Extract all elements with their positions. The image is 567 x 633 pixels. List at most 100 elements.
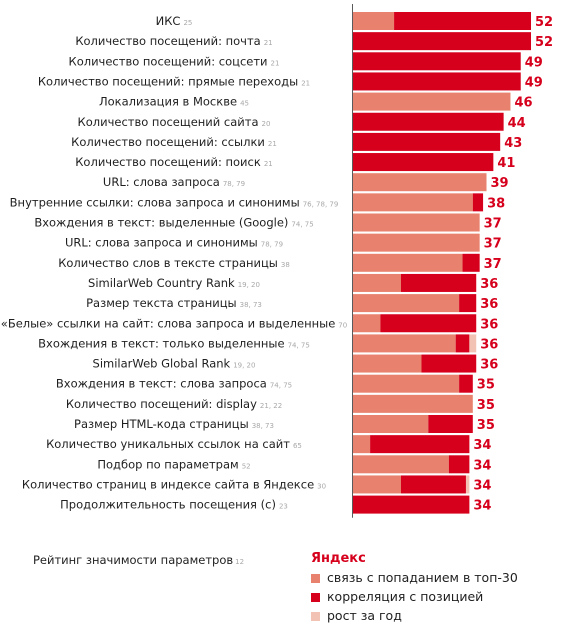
bar-link-21 bbox=[353, 435, 371, 454]
row-label-ref: 19, 20 bbox=[238, 281, 260, 289]
row-label-text: Количество посещений: соцсети bbox=[69, 54, 268, 68]
row-label-16: Вхождения в текст: только выделенные 74, … bbox=[38, 336, 310, 350]
row-label-ref: 25 bbox=[183, 19, 192, 27]
row-label-13: SimilarWeb Country Rank 19, 20 bbox=[88, 276, 260, 290]
bar-link-9 bbox=[353, 193, 473, 212]
row-label-text: Подбор по параметрам bbox=[97, 457, 238, 471]
bar-corr-16 bbox=[455, 334, 470, 353]
row-label-text: Размер текста страницы bbox=[86, 296, 237, 310]
legend-item-link: связь с попаданием в топ-30 bbox=[311, 568, 518, 587]
bar-link-15 bbox=[353, 314, 381, 333]
row-label-text: SimilarWeb Country Rank bbox=[88, 276, 235, 290]
bar-corr-17 bbox=[421, 354, 477, 373]
bar-corr-14 bbox=[459, 294, 477, 313]
bar-growth-23 bbox=[465, 475, 470, 494]
legend-swatch-growth bbox=[311, 612, 320, 621]
row-label-ref: 74, 75 bbox=[270, 382, 292, 390]
value-label-5: 44 bbox=[508, 116, 526, 131]
row-label-text: URL: слова запроса и синонимы bbox=[65, 236, 258, 250]
value-label-14: 36 bbox=[480, 297, 498, 312]
row-label-4: Локализация в Москве 45 bbox=[99, 95, 249, 109]
bar-link-17 bbox=[353, 354, 422, 373]
bar-corr-12 bbox=[462, 253, 480, 272]
row-label-24: Продолжительность посещения (с) 23 bbox=[60, 498, 288, 512]
legend-title: Яндекс bbox=[311, 551, 366, 566]
bar-corr-15 bbox=[380, 314, 477, 333]
row-label-text: Продолжительность посещения (с) bbox=[60, 498, 276, 512]
bar-corr-7 bbox=[353, 153, 494, 172]
bar-link-14 bbox=[353, 294, 460, 313]
bar-link-10 bbox=[353, 213, 480, 232]
row-label-19: Количество посещений: display 21, 22 bbox=[66, 397, 282, 411]
bar-corr-5 bbox=[353, 112, 504, 131]
row-label-text: Локализация в Москве bbox=[99, 95, 237, 109]
row-label-2: Количество посещений: соцсети 21 bbox=[69, 54, 280, 68]
row-label-7: Количество посещений: поиск 21 bbox=[75, 155, 272, 169]
value-label-6: 43 bbox=[504, 136, 522, 151]
bar-corr-24 bbox=[353, 495, 470, 514]
value-label-7: 41 bbox=[497, 156, 515, 171]
row-label-20: Размер HTML-кода страницы 38, 73 bbox=[74, 417, 274, 431]
bar-link-4 bbox=[353, 92, 511, 111]
value-label-15: 36 bbox=[480, 317, 498, 332]
row-label-text: Количество посещений: прямые переходы bbox=[38, 74, 298, 88]
row-label-0: ИКС 25 bbox=[156, 14, 193, 28]
row-label-text: Количество посещений: поиск bbox=[75, 155, 261, 169]
row-label-ref: 20 bbox=[262, 120, 271, 128]
legend-swatch-link bbox=[311, 574, 320, 583]
bar-growth-16 bbox=[469, 334, 477, 353]
row-label-18: Вхождения в текст: слова запроса 74, 75 bbox=[56, 377, 292, 391]
row-label-23: Количество страниц в индексе сайта в Янд… bbox=[22, 477, 326, 491]
row-label-11: URL: слова запроса и синонимы 78, 79 bbox=[65, 236, 283, 250]
legend-label-growth: рост за год bbox=[327, 608, 402, 623]
row-label-text: «Белые» ссылки на сайт: слова запроса и … bbox=[1, 316, 336, 330]
row-label-ref: 21 bbox=[268, 140, 277, 148]
row-label-ref: 19, 20 bbox=[233, 362, 255, 370]
row-label-15: «Белые» ссылки на сайт: слова запроса и … bbox=[1, 316, 347, 330]
row-label-9: Внутренние ссылки: слова запроса и синон… bbox=[10, 195, 339, 209]
row-label-ref: 45 bbox=[240, 100, 249, 108]
row-label-ref: 74, 75 bbox=[291, 221, 313, 229]
bar-corr-21 bbox=[370, 435, 470, 454]
row-label-8: URL: слова запроса 78, 79 bbox=[103, 175, 245, 189]
value-label-3: 49 bbox=[525, 75, 543, 90]
row-label-text: Вхождения в текст: только выделенные bbox=[38, 336, 284, 350]
value-label-9: 38 bbox=[487, 196, 505, 211]
row-label-text: Количество посещений сайта bbox=[78, 115, 259, 129]
value-label-18: 35 bbox=[477, 378, 495, 393]
footer-caption: Рейтинг значимости параметров 12 bbox=[33, 553, 244, 567]
bar-link-11 bbox=[353, 233, 480, 252]
row-label-17: SimilarWeb Global Rank 19, 20 bbox=[93, 357, 256, 371]
bar-corr-3 bbox=[353, 72, 521, 91]
legend-item-corr: корреляция с позицией bbox=[311, 587, 518, 606]
value-label-22: 34 bbox=[473, 458, 491, 473]
value-label-23: 34 bbox=[473, 478, 491, 493]
row-label-ref: 21 bbox=[264, 160, 273, 168]
bar-corr-2 bbox=[353, 52, 521, 71]
row-label-text: Размер HTML-кода страницы bbox=[74, 417, 249, 431]
value-label-19: 35 bbox=[477, 398, 495, 413]
bar-link-16 bbox=[353, 334, 456, 353]
value-label-21: 34 bbox=[473, 438, 491, 453]
row-label-22: Подбор по параметрам 52 bbox=[97, 457, 250, 471]
row-label-3: Количество посещений: прямые переходы 21 bbox=[38, 74, 310, 88]
bar-link-19 bbox=[353, 394, 473, 413]
value-label-12: 37 bbox=[484, 257, 502, 272]
row-label-text: Количество посещений: почта bbox=[75, 34, 260, 48]
bar-link-20 bbox=[353, 415, 429, 433]
value-label-16: 36 bbox=[480, 337, 498, 352]
footer-label: Рейтинг значимости параметров bbox=[33, 553, 234, 567]
value-label-0: 52 bbox=[535, 15, 553, 30]
bar-chart: 52 ИКС 25 52 Количество посещений: почта 21 49… bbox=[1, 4, 553, 518]
value-label-13: 36 bbox=[480, 277, 498, 292]
row-label-text: Количество уникальных ссылок на сайт bbox=[46, 437, 290, 451]
row-label-ref: 52 bbox=[242, 462, 251, 470]
row-label-ref: 38 bbox=[281, 261, 290, 269]
value-label-8: 39 bbox=[491, 176, 509, 191]
row-label-ref: 38, 73 bbox=[240, 301, 262, 309]
value-label-10: 37 bbox=[484, 217, 502, 232]
row-label-ref: 21 bbox=[264, 39, 273, 47]
legend-item-growth: рост за год bbox=[311, 606, 518, 625]
legend-swatch-corr bbox=[311, 593, 320, 602]
row-label-ref: 38, 73 bbox=[252, 422, 274, 430]
